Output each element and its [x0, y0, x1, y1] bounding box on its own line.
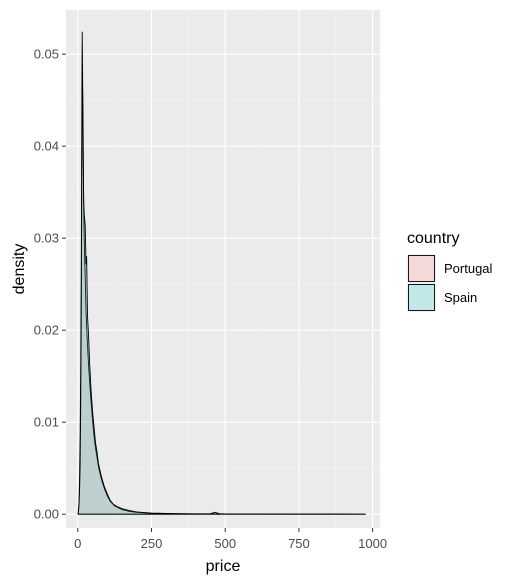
y-axis: 0.00 0.01 0.02 0.03 0.04 0.05	[34, 47, 66, 522]
y-tick-label: 0.04	[34, 139, 59, 154]
legend-label-portugal: Portugal	[444, 261, 493, 276]
legend: country Portugal Spain	[407, 230, 493, 312]
density-area-spain	[77, 31, 366, 515]
y-tick-label: 0.01	[34, 415, 59, 430]
legend-key-bg	[407, 283, 436, 312]
legend-swatch-portugal	[408, 255, 435, 282]
y-tick-label: 0.02	[34, 323, 59, 338]
x-axis-title: price	[206, 558, 241, 575]
x-axis: 0 250 500 750 1000	[74, 528, 387, 551]
grid-minor	[66, 10, 380, 528]
legend-swatch-spain	[408, 284, 435, 311]
y-tick-label: 0.00	[34, 507, 59, 522]
x-tick-label: 0	[74, 536, 81, 551]
y-tick-label: 0.03	[34, 231, 59, 246]
plot-panel	[66, 10, 380, 528]
grid-major	[66, 10, 380, 528]
x-tick-label: 250	[141, 536, 163, 551]
x-tick-label: 750	[288, 536, 310, 551]
legend-label-spain: Spain	[444, 290, 477, 305]
y-tick-label: 0.05	[34, 47, 59, 62]
legend-key-bg	[407, 254, 436, 283]
y-axis-title: density	[11, 244, 28, 295]
legend-title: country	[407, 230, 459, 247]
x-tick-label: 1000	[358, 536, 387, 551]
x-tick-label: 500	[214, 536, 236, 551]
density-areas	[77, 31, 366, 515]
